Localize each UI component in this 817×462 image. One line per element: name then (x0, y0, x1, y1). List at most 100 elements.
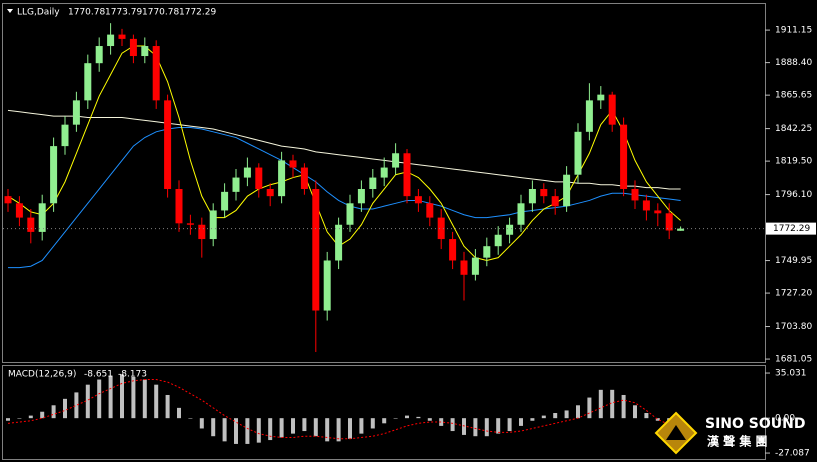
macd-bar (97, 379, 102, 419)
candle-body (369, 177, 377, 190)
macd-value: -8.173 (118, 370, 147, 380)
candle-body (494, 234, 502, 247)
candle-body (38, 203, 46, 232)
candle-body (414, 196, 422, 204)
candle-body (232, 177, 240, 192)
macd-bar (496, 418, 501, 434)
candle-body (27, 217, 35, 232)
macd-bar (28, 415, 33, 419)
candle-body (186, 223, 194, 225)
macd-bar (154, 384, 159, 419)
macd-bar (325, 418, 330, 442)
candle-body (175, 189, 183, 224)
macd-bar (108, 375, 113, 419)
candle-body (563, 174, 571, 207)
y-tick-label: 1796.10 (775, 190, 812, 200)
macd-pane-border (2, 365, 766, 460)
candle-body (278, 160, 286, 197)
macd-bar (120, 374, 124, 419)
macd-bar (541, 415, 546, 419)
macd-bar (40, 411, 45, 419)
candle-body (221, 191, 229, 211)
price-pane-border (2, 3, 766, 363)
candle-body (95, 46, 103, 64)
candle-body (608, 94, 616, 125)
candle-body (437, 217, 445, 240)
header-arrow (7, 9, 13, 13)
macd-bar (256, 418, 261, 443)
candle-body (164, 100, 172, 190)
candle-body (141, 46, 149, 57)
macd-bar (302, 418, 307, 432)
macd-bar (610, 389, 615, 419)
y-tick-label: 1749.95 (775, 256, 812, 266)
macd-bar (644, 413, 649, 419)
macd-bar (382, 418, 387, 424)
candle-body (551, 196, 559, 207)
header-value: 1772.29 (179, 8, 216, 18)
candle-body (620, 124, 628, 190)
macd-bar (587, 397, 592, 419)
y-tick-label: 1911.15 (775, 26, 812, 36)
macd-bar (530, 418, 535, 421)
header-value: 1773.79 (105, 8, 142, 18)
macd-bar (142, 379, 147, 419)
macd-bar (348, 418, 352, 439)
candle-body (129, 38, 137, 57)
macd-bar (177, 407, 181, 419)
logo-icon-inner (666, 425, 686, 440)
macd-bar (279, 418, 284, 438)
macd-bar (564, 410, 569, 419)
candle-body (483, 246, 491, 258)
candle-body (255, 167, 263, 190)
candle-body (517, 203, 525, 225)
macd-y-tick-label: 0.00 (775, 414, 795, 424)
macd-bar (6, 418, 10, 421)
candle-body (346, 203, 354, 225)
macd-bar (359, 418, 364, 434)
y-tick-label: 1865.65 (775, 91, 812, 101)
macd-bar (450, 418, 455, 432)
candle-body (380, 167, 388, 178)
macd-bar (519, 418, 523, 426)
macd-bar (17, 418, 22, 419)
macd-bar (462, 418, 466, 435)
candle-body (506, 224, 514, 235)
macd-y-tick-label: 35.031 (775, 369, 807, 379)
candle-body (289, 160, 297, 168)
candle-body (107, 34, 115, 47)
macd-label: MACD(12,26,9) (8, 370, 76, 380)
y-tick-label: 1819.50 (775, 157, 812, 167)
macd-bar (598, 389, 603, 419)
macd-bar (473, 418, 478, 437)
macd-bar (370, 418, 375, 429)
candle-body (209, 210, 217, 240)
candle-body (642, 200, 650, 211)
candle-body (631, 189, 639, 201)
candle-body (665, 213, 673, 231)
last-price-box (766, 222, 816, 235)
y-tick-label: 1681.05 (775, 355, 812, 365)
macd-y-tick-label: -27.087 (775, 449, 810, 459)
candle-body (84, 63, 92, 101)
macd-bar (621, 394, 626, 419)
macd-bar (222, 418, 227, 442)
macd-bar (165, 394, 170, 419)
candle-body (243, 167, 251, 178)
candle-body (597, 94, 605, 101)
macd-bar (313, 418, 318, 437)
candle-body (72, 100, 80, 125)
macd-bar (393, 418, 398, 419)
header: LLG,Daily 1770.78 1773.79 1770.78 1772.29 (7, 8, 216, 18)
candle-body (449, 239, 457, 261)
macd-bar (188, 418, 193, 419)
candle-body (574, 131, 582, 175)
macd-bar (427, 418, 432, 421)
macd-bar (63, 398, 67, 419)
macd-bar (336, 418, 341, 442)
macd-bar (234, 418, 238, 444)
candle-body (677, 228, 685, 231)
macd-bar (211, 418, 216, 437)
candle-body (392, 153, 400, 168)
